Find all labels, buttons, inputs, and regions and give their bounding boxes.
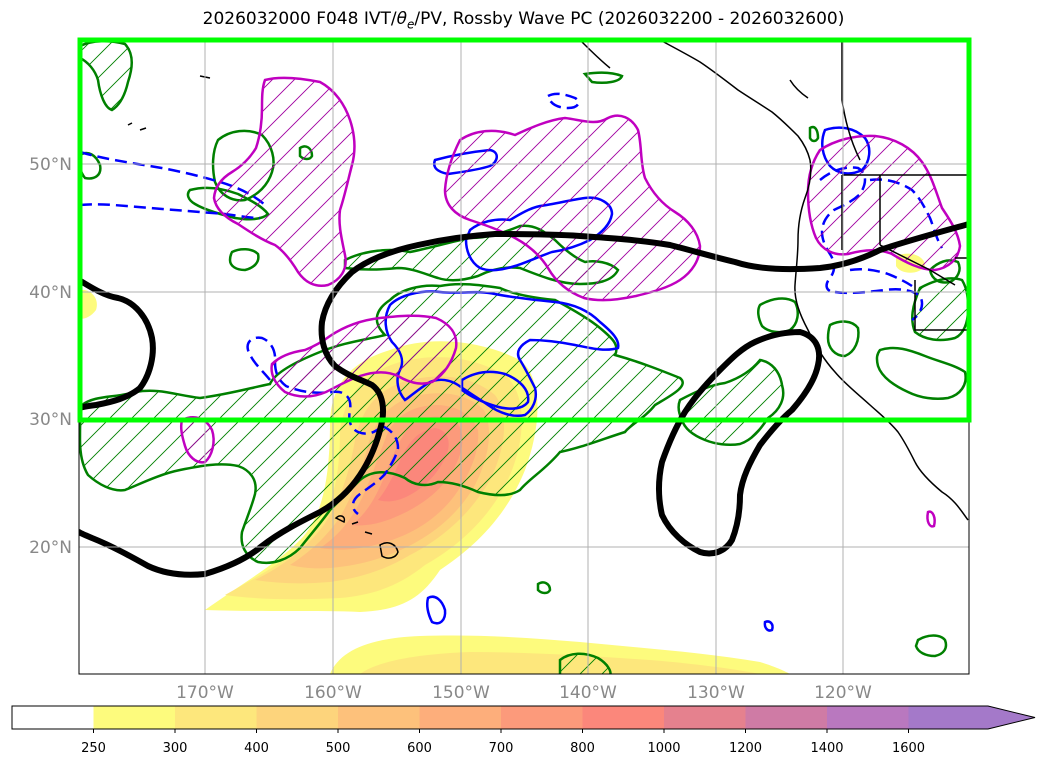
lon-label: 170°W xyxy=(176,683,234,703)
colorbar-label: 300 xyxy=(163,741,188,756)
coastlines xyxy=(127,39,969,521)
lat-label: 20°N xyxy=(29,538,72,558)
colorbar-label: 700 xyxy=(489,741,514,756)
map-canvas xyxy=(79,39,969,674)
lat-label: 50°N xyxy=(29,155,72,175)
colorbar-segment xyxy=(582,706,665,729)
colorbar-label: 1600 xyxy=(892,741,925,756)
title-subscript: e xyxy=(407,17,415,32)
colorbar-segment xyxy=(501,706,583,729)
chart-title: 2026032000 F048 IVT/θe/PV, Rossby Wave P… xyxy=(0,9,1047,31)
lon-label: 130°W xyxy=(687,683,745,703)
colorbar-label: 600 xyxy=(407,741,432,756)
colorbar: 250 300 400 500 600 700 800 1000 1200 1400 1600 xyxy=(11,705,1036,756)
lon-label: 160°W xyxy=(304,683,362,703)
colorbar-segment xyxy=(12,706,94,729)
colorbar-segment xyxy=(745,706,828,729)
lon-label: 140°W xyxy=(559,683,617,703)
colorbar-label: 500 xyxy=(326,741,351,756)
lon-label: 150°W xyxy=(432,683,490,703)
colorbar-segment xyxy=(827,706,909,729)
title-part-1: 2026032000 F048 IVT/ xyxy=(202,9,397,29)
lat-label: 40°N xyxy=(29,283,72,303)
lon-label: 120°W xyxy=(814,683,872,703)
colorbar-segment xyxy=(256,706,339,729)
colorbar-label: 800 xyxy=(570,741,595,756)
colorbar-segment xyxy=(175,706,257,729)
lat-label: 30°N xyxy=(29,410,72,430)
colorbar-segment xyxy=(664,706,746,729)
colorbar-segment xyxy=(93,706,176,729)
colorbar-label: 250 xyxy=(81,741,106,756)
highlight-region-box xyxy=(77,37,972,423)
colorbar-segment xyxy=(338,706,420,729)
longitude-labels: 170°W 160°W 150°W 140°W 130°W 120°W xyxy=(176,683,872,703)
colorbar-label: 1000 xyxy=(647,741,680,756)
colorbar-extend-arrow xyxy=(908,706,1035,729)
colorbar-segment xyxy=(419,706,502,729)
hawaii-islands xyxy=(334,515,399,559)
colorbar-label: 1400 xyxy=(810,741,843,756)
colorbar-outline xyxy=(11,705,1036,730)
theta-e-contours xyxy=(79,221,969,578)
title-theta: θ xyxy=(396,9,407,29)
title-part-2: /PV, Rossby Wave PC (2026032200 - 202603… xyxy=(414,9,845,29)
colorbar-label: 1200 xyxy=(729,741,762,756)
colorbar-label: 400 xyxy=(244,741,269,756)
latitude-labels: 50°N 40°N 30°N 20°N xyxy=(29,155,72,558)
